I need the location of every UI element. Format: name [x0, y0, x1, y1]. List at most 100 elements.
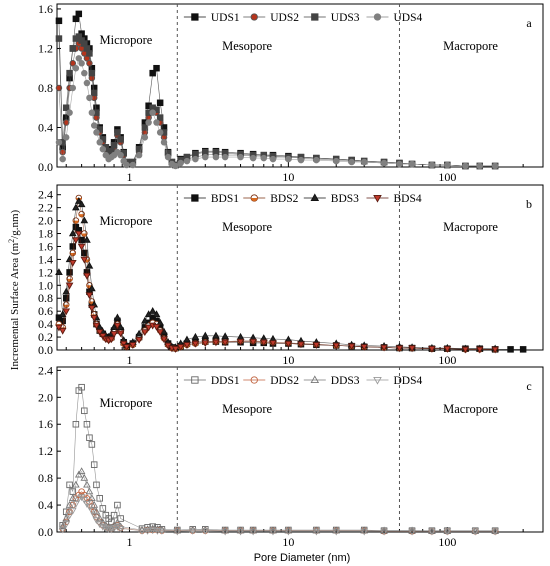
- y-tick-label: 0.0: [38, 525, 53, 539]
- data-point: [104, 525, 113, 533]
- plot-frame: [56, 184, 544, 351]
- data-point: [117, 151, 124, 159]
- legend-label: BDS1: [211, 193, 239, 205]
- data-point: [83, 79, 91, 87]
- series-line: [62, 470, 496, 532]
- legend-marker: [311, 13, 319, 21]
- data-point: [66, 109, 73, 116]
- data-point: [141, 329, 149, 337]
- data-point: [148, 307, 157, 314]
- data-point: [260, 154, 268, 162]
- data-point: [360, 344, 369, 351]
- data-point: [96, 495, 103, 502]
- data-point: [86, 94, 93, 102]
- series-dds4: [58, 494, 500, 536]
- data-point: [236, 526, 245, 534]
- marker-fill: [63, 304, 70, 308]
- panel-c: 0.0 0.4 0.8 1.2 1.6 2.0 2.4 1 10 100 Micropore Meso…: [38, 363, 544, 549]
- data-point: [116, 330, 125, 338]
- data-point: [332, 157, 340, 165]
- data-point: [99, 505, 107, 512]
- data-point: [68, 507, 77, 515]
- legend-label: UDS4: [393, 12, 422, 24]
- data-point: [68, 229, 77, 237]
- series-line: [58, 226, 524, 350]
- legend-label: BDS3: [331, 193, 359, 205]
- y-tick-label: 0.8: [38, 291, 53, 305]
- series-line: [62, 496, 496, 532]
- legend-marker: [250, 13, 258, 21]
- series-dds3: [58, 467, 500, 535]
- data-point: [491, 162, 499, 170]
- data-point: [90, 122, 98, 129]
- data-point: [152, 310, 161, 318]
- legend-marker: [373, 13, 382, 21]
- macropore-label: Macropore: [443, 39, 498, 53]
- data-point: [113, 313, 122, 321]
- data-point: [212, 339, 220, 347]
- legend: UDS1 UDS2 UDS3 UDS4: [183, 12, 422, 24]
- data-point: [396, 160, 403, 168]
- legend-entry: UDS1: [183, 12, 240, 24]
- y-tick-label: 2.0: [38, 214, 53, 228]
- data-point: [491, 346, 500, 354]
- data-point: [221, 526, 229, 534]
- data-point: [462, 162, 469, 170]
- data-point: [65, 282, 74, 290]
- data-point: [269, 526, 277, 534]
- data-point: [72, 480, 80, 488]
- data-point: [114, 129, 121, 136]
- data-point: [88, 284, 96, 292]
- legend-marker: [250, 194, 258, 202]
- legend-label: DDS1: [211, 375, 240, 387]
- data-point: [62, 294, 70, 302]
- data-point: [86, 50, 93, 57]
- data-point: [77, 200, 86, 208]
- marker-fill: [78, 214, 85, 217]
- data-point: [149, 109, 156, 116]
- legend-marker: [310, 375, 320, 384]
- data-point: [68, 494, 77, 502]
- data-point: [93, 481, 100, 489]
- data-point: [380, 526, 388, 534]
- micropore-label: Micropore: [100, 214, 153, 228]
- data-point: [62, 301, 70, 308]
- data-point: [83, 272, 91, 280]
- legend-entry: UDS3: [303, 12, 360, 24]
- data-point: [269, 155, 277, 163]
- x-tick-label: 100: [438, 535, 456, 549]
- legend-entry: UDS4: [366, 12, 422, 24]
- mesopore-label: Mesopore: [222, 220, 272, 234]
- data-point: [259, 339, 268, 347]
- data-point: [269, 528, 277, 536]
- data-point: [284, 340, 293, 348]
- data-point: [72, 420, 80, 428]
- series-line: [62, 491, 496, 532]
- y-tick-label: 2.4: [38, 188, 53, 202]
- data-point: [62, 287, 71, 295]
- data-point: [312, 526, 321, 534]
- data-point: [380, 528, 388, 536]
- data-point: [72, 64, 80, 72]
- data-point: [78, 60, 85, 67]
- data-point: [135, 329, 143, 337]
- data-point: [55, 84, 63, 92]
- data-point: [83, 480, 91, 488]
- data-point: [69, 45, 77, 52]
- data-point: [360, 528, 369, 536]
- data-point: [77, 243, 86, 251]
- data-point: [395, 345, 404, 353]
- data-point: [86, 434, 93, 441]
- data-point: [475, 346, 484, 354]
- data-point: [90, 314, 99, 322]
- data-point: [74, 230, 83, 238]
- data-point: [471, 528, 480, 536]
- data-point: [191, 332, 200, 340]
- data-point: [444, 161, 451, 169]
- data-point: [116, 525, 125, 533]
- data-point: [201, 525, 210, 533]
- data-point: [408, 526, 416, 534]
- series-line: [58, 36, 496, 167]
- data-point: [312, 342, 321, 349]
